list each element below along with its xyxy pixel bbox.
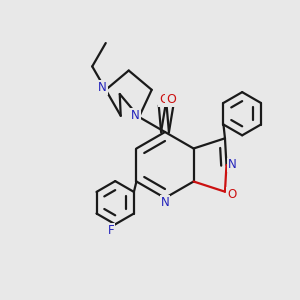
Text: N: N: [131, 109, 140, 122]
Text: N: N: [228, 158, 237, 172]
Text: O: O: [166, 93, 176, 106]
Text: O: O: [227, 188, 236, 201]
Text: N: N: [160, 196, 169, 209]
Text: O: O: [159, 93, 169, 106]
Text: N: N: [98, 81, 107, 94]
Text: F: F: [107, 224, 114, 237]
